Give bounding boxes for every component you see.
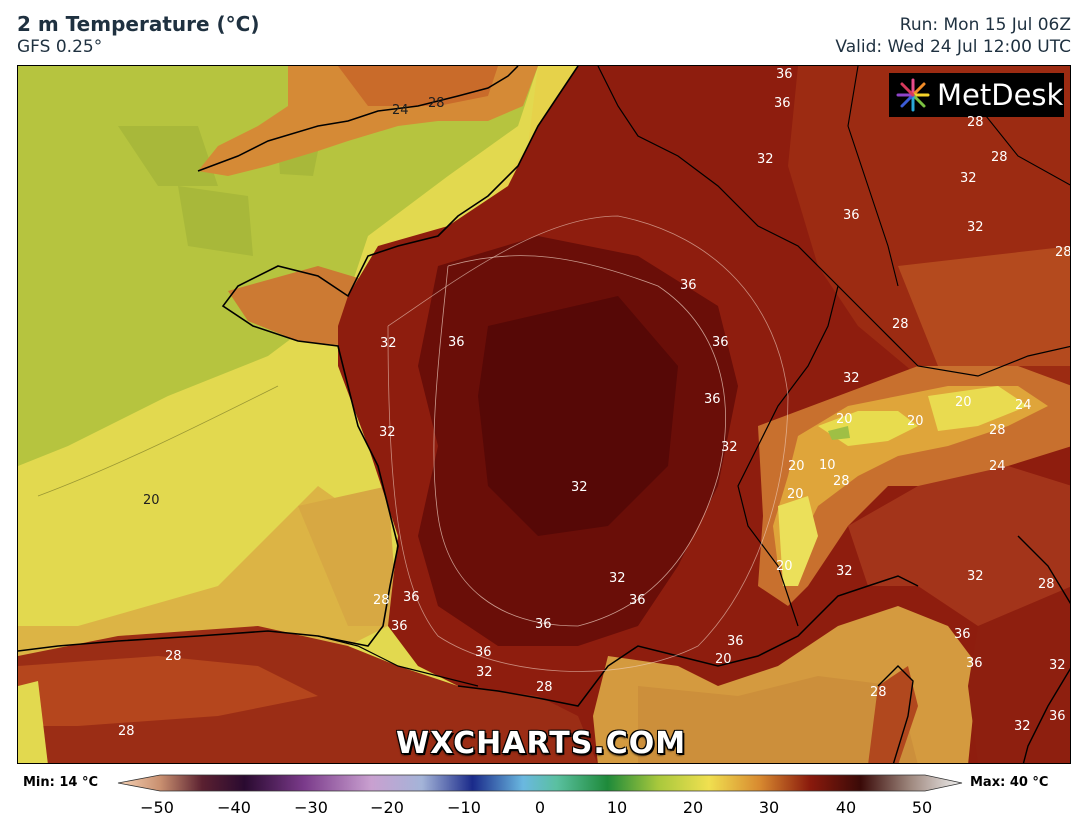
scale-tick-label: 50 xyxy=(911,798,933,817)
chart-title: 2 m Temperature (°C) xyxy=(17,12,260,36)
valid-time: Valid: Wed 24 Jul 12:00 UTC xyxy=(835,37,1071,57)
isotherm-label: 24 xyxy=(392,103,409,118)
model-label: GFS 0.25° xyxy=(17,37,103,57)
isotherm-label: 24 xyxy=(1015,398,1032,413)
isotherm-label: 36 xyxy=(403,590,420,605)
isotherm-label: 28 xyxy=(989,423,1006,438)
isotherm-label: 36 xyxy=(776,67,793,82)
isotherm-label: 32 xyxy=(967,220,984,235)
isotherm-label: 20 xyxy=(788,459,805,474)
isotherm-label: 36 xyxy=(966,656,983,671)
logo-text: MetDesk xyxy=(937,78,1064,112)
isotherm-label: 28 xyxy=(870,685,887,700)
isotherm-label: 20 xyxy=(955,395,972,410)
scale-tick-label: 0 xyxy=(534,798,546,817)
color-scale-legend: Min: 14 °C xyxy=(0,770,1088,833)
min-temperature-label: Min: 14 °C xyxy=(23,775,99,790)
isotherm-label: 20 xyxy=(787,487,804,502)
scale-tick-label: −40 xyxy=(217,798,251,817)
scale-tick-label: 10 xyxy=(606,798,628,817)
isotherm-label: 20 xyxy=(776,559,793,574)
isotherm-label: 32 xyxy=(843,371,860,386)
isotherm-label: 20 xyxy=(715,652,732,667)
isotherm-label: 32 xyxy=(1049,658,1066,673)
isotherm-label: 36 xyxy=(629,593,646,608)
scale-tick-label: 30 xyxy=(758,798,780,817)
scale-tick-label: 20 xyxy=(682,798,704,817)
isotherm-label: 28 xyxy=(892,317,909,332)
isotherm-label: 36 xyxy=(843,208,860,223)
isotherm-label: 36 xyxy=(475,645,492,660)
max-temperature-label: Max: 40 °C xyxy=(970,775,1049,790)
isotherm-label: 36 xyxy=(774,96,791,111)
isotherm-label: 36 xyxy=(535,617,552,632)
isotherm-label: 28 xyxy=(967,115,984,130)
isotherm-label: 32 xyxy=(721,440,738,455)
isotherm-label: 32 xyxy=(571,480,588,495)
temperature-map[interactable]: MetDesk WXCHARTS.COM 36 36 28 28 24 28 3… xyxy=(17,65,1071,764)
isotherm-label: 28 xyxy=(833,474,850,489)
isotherm-label: 10 xyxy=(819,458,836,473)
scale-tick-label: −10 xyxy=(447,798,481,817)
isotherm-label: 36 xyxy=(954,627,971,642)
isotherm-label: 24 xyxy=(989,459,1006,474)
run-time: Run: Mon 15 Jul 06Z xyxy=(899,15,1071,35)
isotherm-label: 28 xyxy=(165,649,182,664)
isotherm-label: 28 xyxy=(373,593,390,608)
starburst-icon xyxy=(896,78,930,112)
isotherm-label: 32 xyxy=(967,569,984,584)
isotherm-label: 20 xyxy=(143,493,160,508)
isotherm-label: 28 xyxy=(536,680,553,695)
scale-tick-label: −30 xyxy=(294,798,328,817)
isotherm-label: 36 xyxy=(680,278,697,293)
isotherm-label: 28 xyxy=(118,724,135,739)
isotherm-label: 32 xyxy=(757,152,774,167)
isotherm-label: 32 xyxy=(476,665,493,680)
isotherm-label: 36 xyxy=(1049,709,1066,724)
isotherm-label: 20 xyxy=(907,414,924,429)
isotherm-label: 36 xyxy=(727,634,744,649)
isotherm-label: 28 xyxy=(991,150,1008,165)
map-canvas xyxy=(18,66,1070,763)
isotherm-label: 28 xyxy=(1038,577,1055,592)
isotherm-label: 32 xyxy=(1014,719,1031,734)
isotherm-label: 36 xyxy=(712,335,729,350)
scale-tick-label: −50 xyxy=(140,798,174,817)
isotherm-label: 28 xyxy=(1055,245,1071,260)
isotherm-label: 32 xyxy=(380,336,397,351)
scale-tick-label: 40 xyxy=(835,798,857,817)
scale-tick-label: −20 xyxy=(370,798,404,817)
metdesk-logo: MetDesk xyxy=(889,73,1064,117)
isotherm-label: 36 xyxy=(448,335,465,350)
color-scale-bar xyxy=(117,774,963,792)
isotherm-label: 32 xyxy=(379,425,396,440)
isotherm-label: 32 xyxy=(960,171,977,186)
isotherm-label: 28 xyxy=(428,96,445,111)
isotherm-label: 32 xyxy=(609,571,626,586)
isotherm-label: 36 xyxy=(391,619,408,634)
isotherm-label: 36 xyxy=(704,392,721,407)
isotherm-label: 20 xyxy=(836,412,853,427)
isotherm-label: 32 xyxy=(836,564,853,579)
site-watermark: WXCHARTS.COM xyxy=(396,726,687,761)
